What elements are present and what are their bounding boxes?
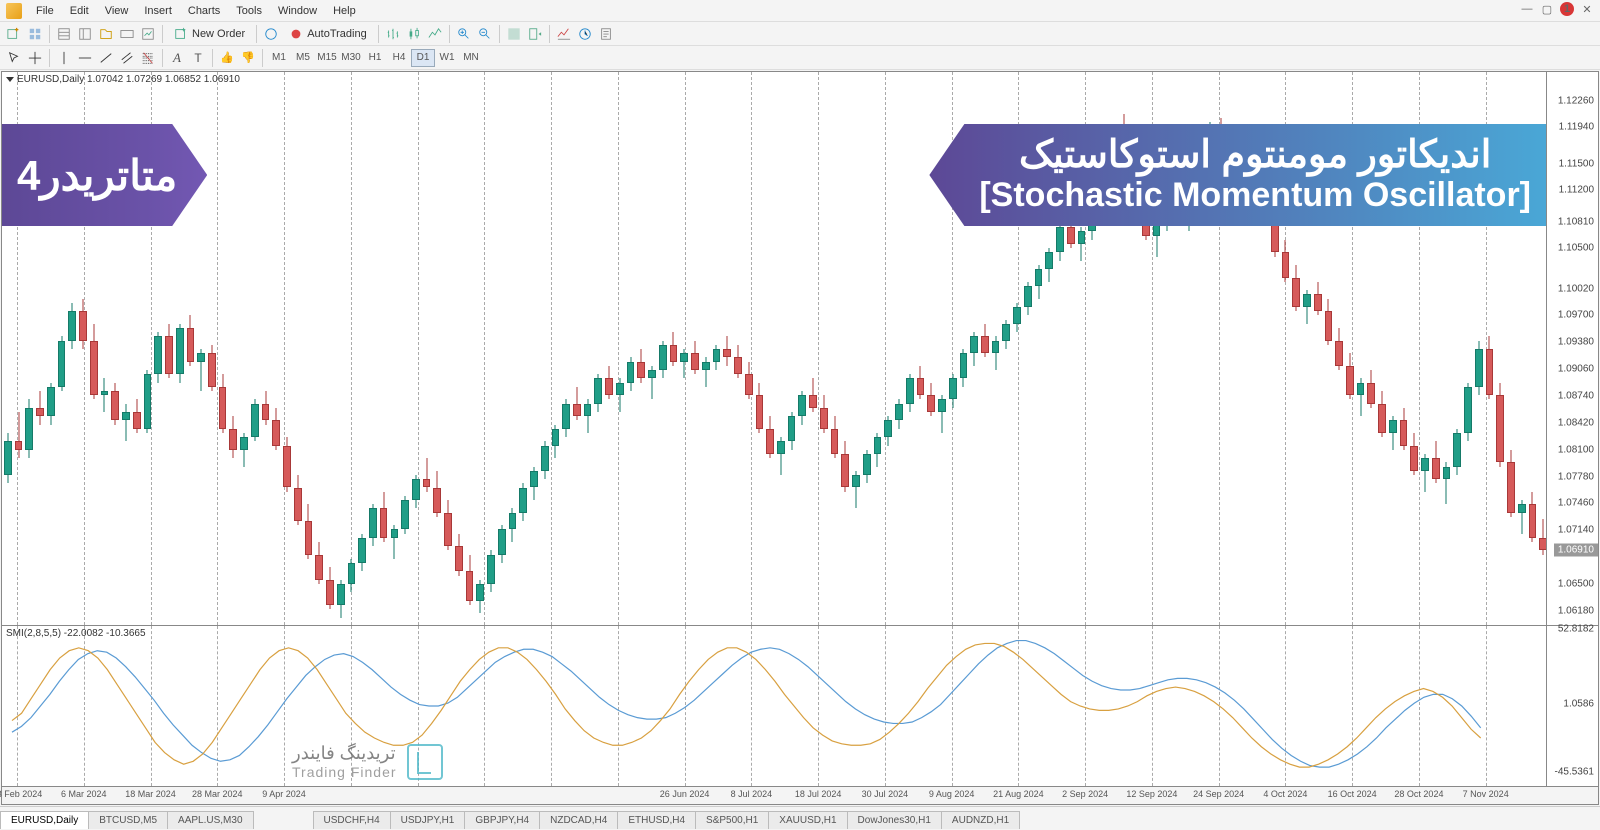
templates-icon[interactable] — [596, 24, 616, 44]
drawing-toolbar: A T 👍 👎 M1M5M15M30H1H4D1W1MN — [0, 46, 1600, 70]
timeframe-W1[interactable]: W1 — [435, 49, 459, 67]
timeframe-MN[interactable]: MN — [459, 49, 483, 67]
cursor-icon[interactable] — [4, 48, 24, 68]
watermark-logo-icon — [407, 744, 443, 780]
chart-tab[interactable]: USDJPY,H1 — [390, 811, 466, 829]
autotrading-button[interactable]: AutoTrading — [282, 24, 374, 44]
crosshair-icon[interactable] — [25, 48, 45, 68]
chart-tab[interactable]: S&P500,H1 — [695, 811, 769, 829]
menu-charts[interactable]: Charts — [180, 3, 228, 19]
time-x-axis: 23 Feb 20246 Mar 202418 Mar 202428 Mar 2… — [2, 786, 1598, 804]
chart-tab[interactable]: XAUUSD,H1 — [768, 811, 847, 829]
maximize-icon[interactable]: ▢ — [1540, 2, 1554, 16]
zoom-in-icon[interactable] — [454, 24, 474, 44]
horizontal-line-icon[interactable] — [75, 48, 95, 68]
strategy-tester-icon[interactable] — [138, 24, 158, 44]
chart-symbol-label: EURUSD,Daily 1.07042 1.07269 1.06852 1.0… — [6, 74, 240, 85]
chart-tabs-bar: EURUSD,DailyBTCUSD,M5AAPL.US,M30 USDCHF,… — [0, 806, 1600, 828]
indicators-icon[interactable] — [554, 24, 574, 44]
metaquotes-icon[interactable] — [261, 24, 281, 44]
chart-tab[interactable]: EURUSD,Daily — [0, 811, 89, 829]
price-y-axis: 1.122601.119401.115001.112001.108101.105… — [1546, 72, 1598, 625]
chart-tab[interactable]: DowJones30,H1 — [847, 811, 942, 829]
timeframe-D1[interactable]: D1 — [411, 49, 435, 67]
indicator-label: SMI(2,8,5,5) -22.0082 -10.3665 — [6, 628, 146, 639]
auto-scroll-icon[interactable] — [504, 24, 524, 44]
periodicity-icon[interactable] — [575, 24, 595, 44]
menu-bar: FileEditViewInsertChartsToolsWindowHelp … — [0, 0, 1600, 22]
chart-tab[interactable]: AAPL.US,M30 — [167, 811, 253, 829]
menu-tools[interactable]: Tools — [228, 3, 270, 19]
chart-tab[interactable]: NZDCAD,H4 — [539, 811, 618, 829]
chart-tab[interactable]: AUDNZD,H1 — [941, 811, 1020, 829]
overlay-banner-right: اندیکاتور مومنتوم استوکاستیک [Stochastic… — [929, 124, 1546, 226]
new-order-button[interactable]: New Order — [167, 24, 252, 44]
chart-tab[interactable]: GBPJPY,H4 — [464, 811, 540, 829]
price-chart-pane[interactable]: EURUSD,Daily 1.07042 1.07269 1.06852 1.0… — [2, 72, 1598, 626]
timeframe-M30[interactable]: M30 — [339, 49, 363, 67]
indicator-y-axis: 52.81821.0586-45.5361 — [1546, 626, 1598, 786]
menu-window[interactable]: Window — [270, 3, 325, 19]
equidistant-channel-icon[interactable] — [117, 48, 137, 68]
profiles-icon[interactable] — [25, 24, 45, 44]
chart-shift-icon[interactable] — [525, 24, 545, 44]
chart-window: EURUSD,Daily 1.07042 1.07269 1.06852 1.0… — [1, 71, 1599, 805]
chart-tab[interactable]: ETHUSD,H4 — [617, 811, 696, 829]
zoom-out-icon[interactable] — [475, 24, 495, 44]
candlestick-icon[interactable] — [404, 24, 424, 44]
menu-view[interactable]: View — [97, 3, 137, 19]
close-icon[interactable]: ✕ — [1580, 2, 1594, 16]
timeframe-M15[interactable]: M15 — [315, 49, 339, 67]
minimize-icon[interactable]: — — [1520, 2, 1534, 16]
indicator-line-main — [2, 626, 1548, 786]
bar-chart-icon[interactable] — [383, 24, 403, 44]
trendline-icon[interactable] — [96, 48, 116, 68]
fibonacci-icon[interactable] — [138, 48, 158, 68]
watermark: تریدینگ فایندر Trading Finder — [292, 743, 443, 780]
timeframe-H4[interactable]: H4 — [387, 49, 411, 67]
new-chart-icon[interactable] — [4, 24, 24, 44]
thumbs-down-icon[interactable]: 👎 — [238, 48, 258, 68]
line-chart-icon[interactable] — [425, 24, 445, 44]
indicator-pane[interactable]: SMI(2,8,5,5) -22.0082 -10.3665 52.81821.… — [2, 626, 1598, 786]
chart-tab[interactable]: USDCHF,H4 — [313, 811, 391, 829]
app-icon — [6, 3, 22, 19]
timeframe-M1[interactable]: M1 — [267, 49, 291, 67]
overlay-banner-left: متاتریدر4 — [2, 124, 207, 226]
terminal-icon[interactable] — [117, 24, 137, 44]
data-window-icon[interactable] — [75, 24, 95, 44]
chart-tab[interactable]: BTCUSD,M5 — [88, 811, 168, 829]
main-toolbar: New Order AutoTrading — [0, 22, 1600, 46]
current-price-label: 1.06910 — [1554, 543, 1598, 556]
window-controls: — ▢ 1 ✕ — [1520, 2, 1594, 16]
text-icon[interactable]: A — [167, 48, 187, 68]
timeframe-M5[interactable]: M5 — [291, 49, 315, 67]
market-watch-icon[interactable] — [54, 24, 74, 44]
menu-edit[interactable]: Edit — [62, 3, 97, 19]
menu-insert[interactable]: Insert — [136, 3, 180, 19]
vertical-line-icon[interactable] — [54, 48, 74, 68]
timeframe-H1[interactable]: H1 — [363, 49, 387, 67]
text-label-icon[interactable]: T — [188, 48, 208, 68]
menu-file[interactable]: File — [28, 3, 62, 19]
notification-badge[interactable]: 1 — [1560, 2, 1574, 16]
thumbs-up-icon[interactable]: 👍 — [217, 48, 237, 68]
menu-help[interactable]: Help — [325, 3, 364, 19]
navigator-icon[interactable] — [96, 24, 116, 44]
